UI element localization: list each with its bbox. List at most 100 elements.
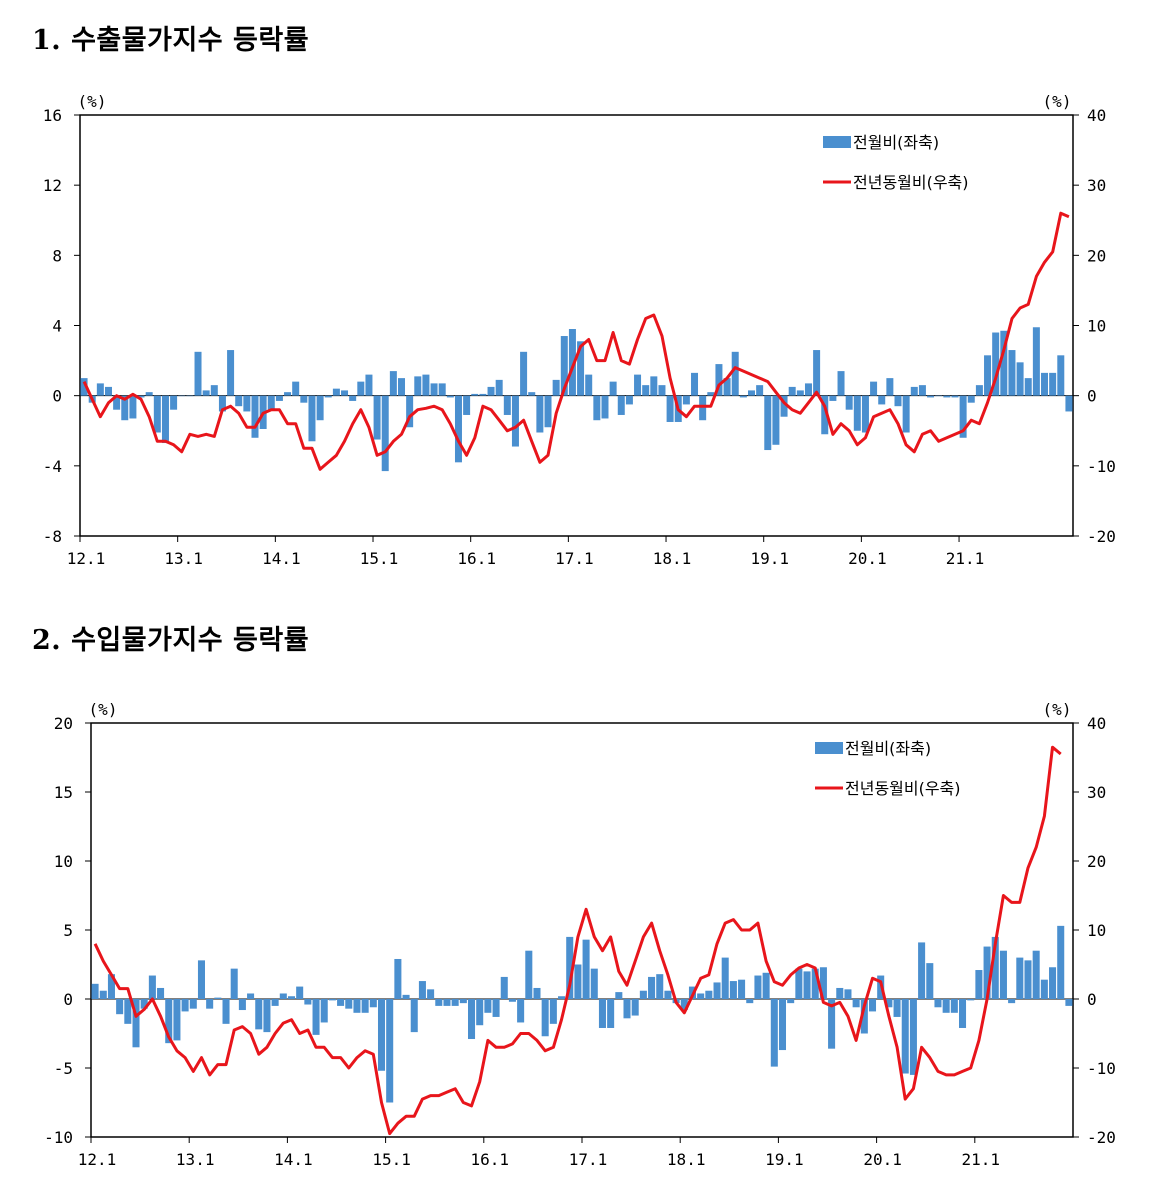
bar [844, 989, 852, 999]
bar [747, 390, 755, 396]
x-tick-label: 20.1 [848, 549, 887, 568]
bar [492, 999, 500, 1017]
right-tick-label: 10 [1087, 317, 1106, 336]
bar [811, 968, 819, 999]
bar [713, 982, 721, 999]
bar [1008, 999, 1016, 1004]
bar [96, 383, 104, 396]
bar [495, 379, 503, 396]
bar [500, 976, 508, 999]
bar [1065, 395, 1073, 412]
bar [868, 999, 877, 1012]
bar [1057, 355, 1065, 396]
bar [845, 395, 853, 410]
bar [525, 950, 533, 999]
bar [394, 958, 402, 999]
bar [967, 395, 975, 403]
left-tick-label: 5 [63, 921, 73, 940]
bar [328, 999, 336, 1001]
right-tick-label: 20 [1087, 852, 1106, 871]
x-tick-label: 18.1 [653, 549, 692, 568]
bar [813, 350, 821, 396]
legend-line-label: 전년동월비(우축) [853, 173, 969, 192]
x-tick-label: 13.1 [176, 1150, 215, 1169]
x-tick-label: 16.1 [471, 1150, 510, 1169]
right-unit-label: (%) [1043, 700, 1072, 719]
bar [739, 395, 747, 398]
x-tick-label: 19.1 [765, 1150, 804, 1169]
bar [165, 999, 173, 1044]
bar [664, 990, 672, 999]
x-tick-label: 14.1 [262, 549, 301, 568]
bar [894, 395, 902, 407]
legend-bar-swatch [823, 136, 851, 148]
bar [691, 372, 699, 396]
bar [446, 395, 454, 398]
right-tick-label: 10 [1087, 921, 1106, 940]
bar [942, 999, 950, 1013]
bar [427, 989, 435, 999]
bar [468, 999, 476, 1040]
bar [263, 999, 271, 1033]
bar [723, 378, 731, 396]
bar [707, 392, 715, 396]
bar [983, 946, 991, 999]
bar [304, 999, 312, 1005]
right-tick-label: -10 [1087, 457, 1116, 476]
right-tick-label: 30 [1087, 176, 1106, 195]
import-price-chart: 20 15 10 5 0 -5 -10 40 30 20 10 0 -10 -20 (%) (%) 12.1 13… [44, 700, 1116, 1169]
bar [836, 987, 844, 999]
bar [381, 395, 389, 472]
bar [566, 936, 574, 999]
bar [770, 999, 778, 1067]
bar [1016, 362, 1024, 396]
chart1-title: 1. 수출물가지수 등락률 [32, 25, 310, 56]
bar [585, 374, 593, 396]
bar [210, 385, 218, 396]
bar [577, 341, 585, 396]
bar [650, 376, 658, 396]
bar [927, 395, 935, 398]
bar [178, 395, 186, 397]
bar [389, 371, 397, 396]
bar [617, 395, 625, 415]
bar [324, 395, 332, 398]
bar [145, 392, 153, 396]
bar [284, 392, 292, 396]
bar [517, 999, 525, 1023]
bar [625, 395, 633, 405]
bar [202, 390, 210, 396]
bar [157, 987, 165, 999]
legend-bar-label: 전월비(좌축) [845, 739, 931, 758]
bar [459, 999, 467, 1004]
bar [656, 974, 664, 999]
bar [658, 385, 666, 396]
bar [746, 999, 754, 1004]
bar [238, 999, 246, 1011]
x-tick-label: 12.1 [67, 549, 106, 568]
bar [161, 395, 169, 444]
bar [705, 990, 713, 999]
bar [1040, 979, 1048, 999]
x-tick-label: 17.1 [555, 549, 594, 568]
bar [312, 999, 320, 1035]
bar [349, 395, 357, 401]
right-tick-label: 40 [1087, 106, 1106, 125]
left-tick-label: 0 [63, 990, 73, 1009]
bar [443, 999, 451, 1006]
bar [598, 999, 606, 1028]
bar [398, 378, 406, 396]
bar [422, 374, 430, 396]
bar [648, 976, 656, 999]
x-tick-label: 21.1 [946, 549, 985, 568]
bar [386, 999, 394, 1103]
bar [697, 993, 705, 999]
bar [476, 999, 484, 1026]
bar [438, 383, 446, 396]
bar [837, 371, 845, 396]
bar [410, 999, 418, 1033]
bar [631, 999, 639, 1016]
bar [107, 974, 115, 999]
bar [756, 385, 764, 396]
bar [1032, 327, 1040, 396]
